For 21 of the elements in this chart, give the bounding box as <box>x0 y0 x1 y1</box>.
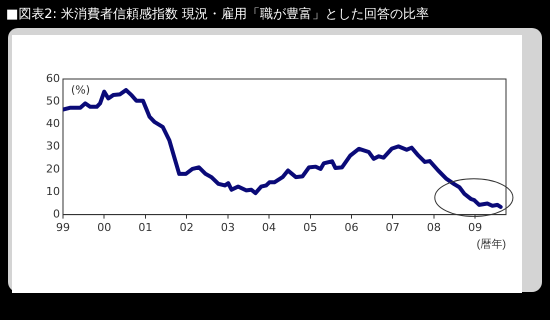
y-tick-label: 30 <box>46 140 60 153</box>
x-axis-title: (暦年) <box>476 238 506 250</box>
x-tick-label: 99 <box>56 221 70 234</box>
x-tick-label: 00 <box>97 221 112 234</box>
x-tick-label: 04 <box>262 221 276 234</box>
chart-title: ■図表2: 米消費者信頼感指数 現況・雇用「職が豊富」とした回答の比率 <box>6 6 430 23</box>
x-tick-label: 06 <box>344 221 358 234</box>
x-tick-label: 05 <box>303 221 318 234</box>
x-tick-label: 09 <box>468 221 482 234</box>
x-tick-label: 07 <box>386 221 400 234</box>
x-tick-label: 08 <box>426 221 441 234</box>
x-tick-label: 03 <box>220 221 235 234</box>
y-tick-label: 20 <box>46 162 60 176</box>
x-tick-label: 01 <box>138 221 152 234</box>
y-tick-label: 40 <box>46 117 60 130</box>
y-tick-label: 60 <box>46 72 60 85</box>
y-tick-label: 10 <box>46 184 60 198</box>
y-tick-label: 0 <box>52 207 60 220</box>
x-tick-label: 02 <box>180 221 194 234</box>
y-axis-title: (%) <box>70 83 90 96</box>
y-tick-label: 50 <box>46 94 60 108</box>
